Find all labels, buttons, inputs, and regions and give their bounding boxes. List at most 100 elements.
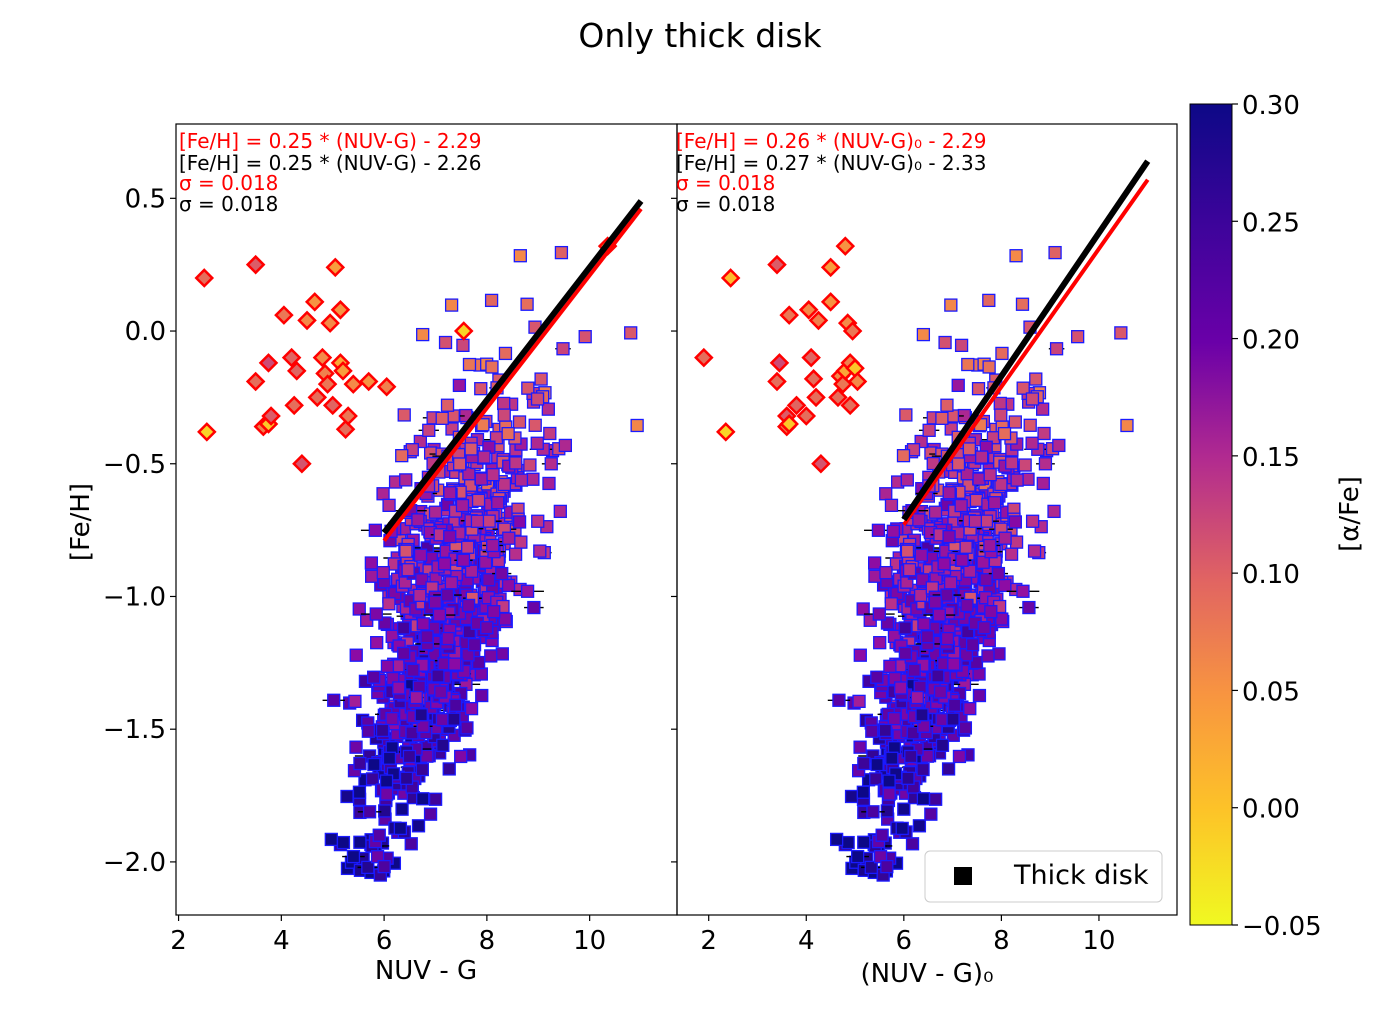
thick-disk-point	[951, 457, 966, 471]
outlier-point	[767, 254, 787, 275]
outlier-point	[343, 374, 364, 394]
thick-disk-point	[495, 566, 509, 581]
thick-disk-point	[440, 588, 455, 602]
thick-disk-point	[972, 688, 987, 703]
thick-disk-point	[404, 837, 418, 851]
thick-disk-point	[530, 436, 544, 450]
thick-disk-point	[346, 849, 361, 864]
thick-disk-point	[914, 548, 928, 562]
thick-disk-point	[940, 631, 955, 646]
thick-disk-point	[856, 785, 870, 799]
thick-disk-point	[998, 531, 1012, 545]
outlier-point	[828, 387, 848, 408]
thick-disk-point	[900, 473, 914, 487]
thick-disk-point	[385, 629, 399, 643]
thick-disk-point	[554, 245, 569, 260]
thick-disk-point	[372, 828, 386, 842]
thick-disk-point	[502, 531, 516, 545]
thick-disk-point	[1021, 472, 1035, 486]
outlier-point	[274, 305, 294, 325]
thick-disk-point	[916, 792, 931, 806]
thick-disk-point	[879, 565, 893, 580]
outlier-point	[803, 369, 824, 389]
outlier-point	[330, 300, 351, 320]
x-tick-label: 8	[479, 926, 496, 956]
thick-disk-point	[1025, 392, 1040, 406]
outlier-point	[338, 406, 358, 426]
colorbar-label: [α/Fe]	[1335, 476, 1365, 552]
outlier-point	[307, 387, 328, 408]
x-tick-label: 10	[1082, 926, 1115, 956]
thick-disk-point	[471, 493, 486, 508]
outlier-point	[317, 374, 338, 394]
thick-disk-point	[975, 450, 989, 464]
outlier-point	[840, 395, 860, 416]
thick-disk-point	[1022, 600, 1036, 615]
thick-disk-point	[497, 408, 511, 422]
thick-disk-point	[995, 612, 1009, 626]
thick-disk-point	[928, 505, 943, 519]
panel-right-ticks: 2 4 6 8 10	[671, 197, 1115, 956]
thick-disk-point	[406, 663, 420, 677]
panel-right-fit-black-label: [Fe/H] = 0.27 * (NUV-G)₀ - 2.33	[676, 151, 986, 175]
thick-disk-point	[544, 457, 558, 471]
thick-disk-point	[428, 505, 443, 519]
x-tick-label: 4	[273, 926, 290, 956]
thick-disk-point	[512, 515, 527, 529]
thick-disk-point	[348, 694, 362, 709]
thick-disk-point	[365, 569, 379, 583]
thick-disk-point	[979, 573, 993, 587]
thick-disk-point	[938, 335, 952, 350]
x-tick-label: 8	[993, 926, 1010, 956]
fit-line-black	[381, 199, 644, 535]
thick-disk-point	[435, 713, 450, 727]
thick-disk-point	[416, 327, 430, 342]
thick-disk-point	[852, 694, 866, 709]
thick-disk-point	[382, 751, 397, 765]
thick-disk-point	[864, 860, 878, 875]
thick-disk-point	[498, 346, 513, 361]
thick-disk-point	[362, 805, 377, 819]
outlier-point	[716, 422, 736, 442]
thick-disk-point	[464, 701, 479, 716]
thick-disk-point	[984, 604, 998, 619]
panel-left-fit-red-label: [Fe/H] = 0.25 * (NUV-G) - 2.29	[179, 129, 481, 153]
thick-disk-point	[907, 663, 921, 677]
thick-disk-point	[958, 721, 973, 735]
thick-disk-point	[885, 751, 899, 765]
thick-disk-point	[1025, 514, 1040, 528]
x-tick-label: 6	[376, 926, 393, 956]
thick-disk-point	[954, 338, 969, 353]
thick-disk-point	[382, 597, 396, 611]
thick-disk-point	[1049, 342, 1064, 356]
thick-disk-point	[960, 598, 974, 613]
thick-disk-point	[485, 360, 499, 374]
legend: Thick disk	[924, 850, 1163, 903]
thick-disk-point	[420, 749, 434, 763]
outlier-point	[720, 268, 741, 288]
outlier-point	[820, 257, 841, 278]
thick-disk-point	[527, 600, 541, 615]
thick-disk-point	[413, 548, 428, 562]
thick-disk-point	[1005, 456, 1019, 470]
thick-disk-point	[434, 685, 448, 699]
thick-disk-point	[405, 726, 419, 740]
thick-disk-point	[444, 576, 459, 590]
thick-disk-point	[942, 529, 956, 544]
thick-disk-point	[441, 631, 455, 646]
thick-disk-point	[509, 456, 523, 470]
thick-disk-point	[947, 657, 961, 671]
thick-disk-point	[982, 293, 996, 308]
thick-disk-point	[982, 360, 996, 374]
thick-disk-point	[920, 749, 934, 763]
thick-disk-point	[972, 667, 986, 681]
thick-disk-point	[367, 670, 381, 684]
thick-disk-point	[422, 423, 436, 437]
thick-disk-point	[480, 621, 494, 635]
thick-disk-point	[1015, 297, 1030, 311]
thick-disk-point	[857, 835, 871, 849]
outlier-point	[786, 395, 807, 416]
thick-disk-point	[397, 408, 411, 422]
colorbar-tick-label: 0.10	[1242, 560, 1300, 590]
thick-disk-point	[865, 724, 879, 738]
